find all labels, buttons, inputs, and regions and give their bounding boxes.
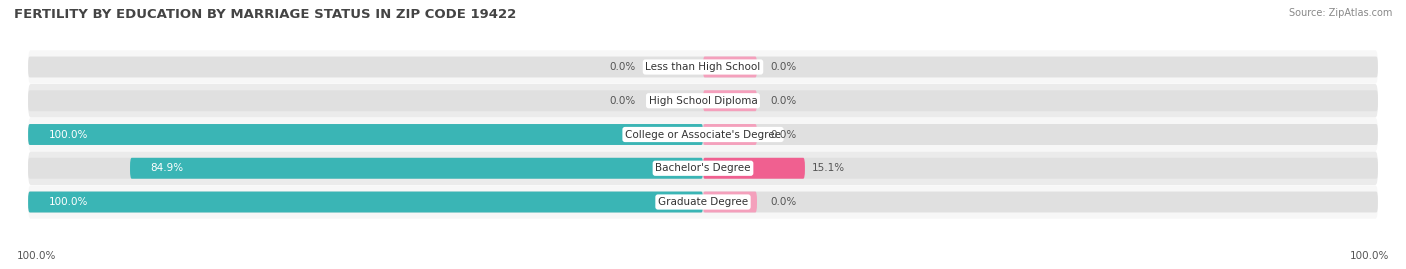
Text: 0.0%: 0.0%	[609, 96, 636, 106]
FancyBboxPatch shape	[28, 158, 1378, 179]
Text: 100.0%: 100.0%	[48, 129, 87, 140]
Text: FERTILITY BY EDUCATION BY MARRIAGE STATUS IN ZIP CODE 19422: FERTILITY BY EDUCATION BY MARRIAGE STATU…	[14, 8, 516, 21]
FancyBboxPatch shape	[129, 158, 703, 179]
FancyBboxPatch shape	[28, 192, 1378, 213]
FancyBboxPatch shape	[28, 90, 1378, 111]
Text: Less than High School: Less than High School	[645, 62, 761, 72]
FancyBboxPatch shape	[28, 56, 1378, 77]
FancyBboxPatch shape	[28, 185, 1378, 219]
Text: 100.0%: 100.0%	[48, 197, 87, 207]
Text: Graduate Degree: Graduate Degree	[658, 197, 748, 207]
FancyBboxPatch shape	[28, 50, 1378, 84]
FancyBboxPatch shape	[703, 124, 756, 145]
FancyBboxPatch shape	[703, 192, 756, 213]
Text: 0.0%: 0.0%	[609, 62, 636, 72]
Text: College or Associate's Degree: College or Associate's Degree	[626, 129, 780, 140]
FancyBboxPatch shape	[28, 192, 703, 213]
Text: 100.0%: 100.0%	[17, 251, 56, 261]
Text: 0.0%: 0.0%	[770, 96, 797, 106]
FancyBboxPatch shape	[28, 84, 1378, 118]
Text: 15.1%: 15.1%	[811, 163, 845, 173]
FancyBboxPatch shape	[28, 118, 1378, 151]
FancyBboxPatch shape	[703, 56, 756, 77]
Text: Bachelor's Degree: Bachelor's Degree	[655, 163, 751, 173]
FancyBboxPatch shape	[703, 158, 804, 179]
Text: 100.0%: 100.0%	[1350, 251, 1389, 261]
Text: 84.9%: 84.9%	[150, 163, 183, 173]
Text: 0.0%: 0.0%	[770, 62, 797, 72]
Text: 0.0%: 0.0%	[770, 129, 797, 140]
FancyBboxPatch shape	[28, 124, 1378, 145]
Text: 0.0%: 0.0%	[770, 197, 797, 207]
FancyBboxPatch shape	[28, 124, 703, 145]
Text: Source: ZipAtlas.com: Source: ZipAtlas.com	[1288, 8, 1392, 18]
Text: High School Diploma: High School Diploma	[648, 96, 758, 106]
FancyBboxPatch shape	[703, 90, 756, 111]
FancyBboxPatch shape	[28, 151, 1378, 185]
